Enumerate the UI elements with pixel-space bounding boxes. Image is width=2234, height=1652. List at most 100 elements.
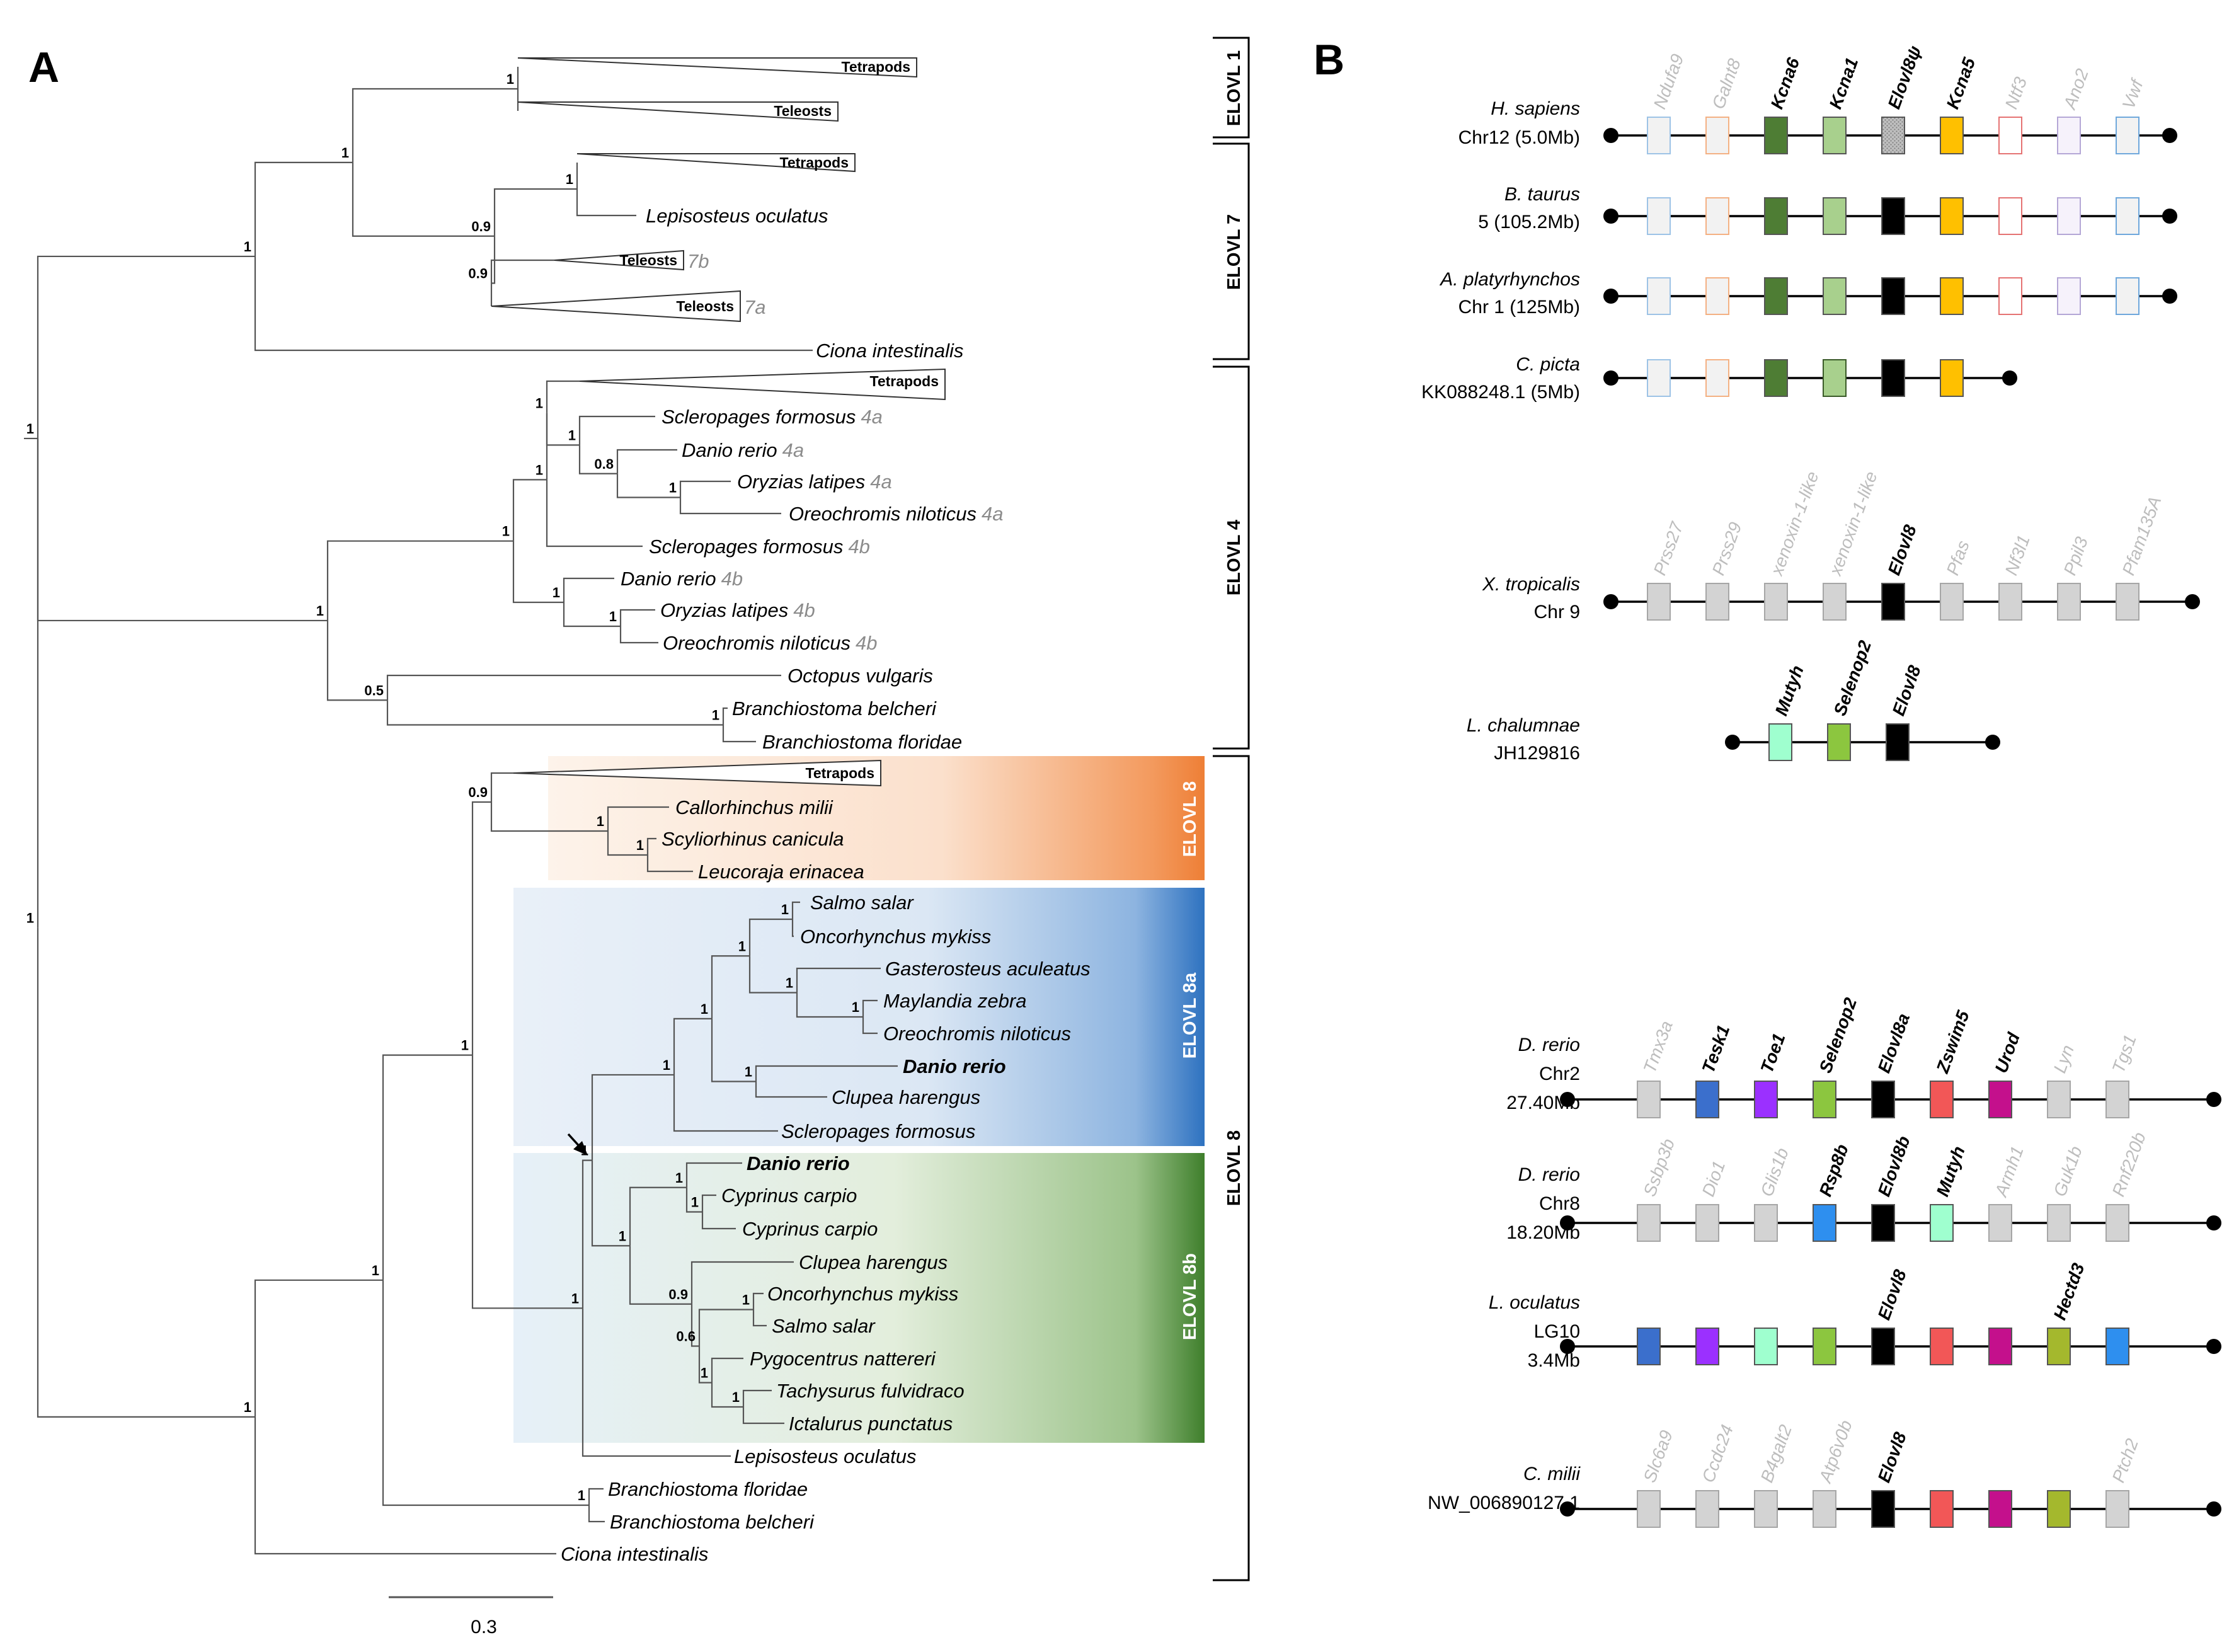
gene-box bbox=[1930, 1204, 1954, 1242]
elovl8-label: ELOVL 8 bbox=[1224, 1130, 1244, 1206]
support-value: 1 bbox=[502, 524, 510, 539]
branch bbox=[607, 806, 669, 831]
duplication-arrow-icon bbox=[567, 1133, 588, 1156]
chromosome-end-dot bbox=[1603, 289, 1618, 304]
support-value: 1 bbox=[745, 1064, 752, 1080]
tip-label: Clupea harengus bbox=[832, 1086, 980, 1108]
branch bbox=[607, 831, 648, 856]
branch bbox=[254, 256, 813, 352]
gene-label: Armh1 bbox=[1991, 1144, 2027, 1200]
gene-box bbox=[1754, 1490, 1778, 1528]
tip-label: Oreochromis niloticus 4a bbox=[789, 503, 1004, 525]
branch bbox=[711, 1357, 743, 1383]
branch bbox=[722, 707, 728, 725]
gene-box bbox=[1647, 583, 1671, 621]
branch bbox=[629, 1186, 687, 1246]
gene-box bbox=[1813, 1328, 1836, 1365]
gene-box bbox=[2047, 1081, 2071, 1118]
gene-box bbox=[1705, 117, 1729, 154]
support-value: 1 bbox=[701, 1001, 708, 1017]
gene-label: Slc6a9 bbox=[1640, 1428, 1676, 1485]
support-value: 1 bbox=[691, 1195, 699, 1210]
tip-label: Branchiostoma floridae bbox=[762, 731, 962, 753]
branch bbox=[722, 725, 756, 743]
tip-label: Danio rerio 4b bbox=[621, 568, 743, 590]
gene-box bbox=[1871, 1490, 1895, 1528]
branch bbox=[578, 415, 655, 445]
chromosome-end-dot bbox=[2002, 370, 2017, 386]
branch bbox=[748, 956, 797, 994]
chromosome-label: NW_006890127.1 bbox=[1428, 1493, 1580, 1513]
tip-label: Branchiostoma belcheri bbox=[610, 1511, 815, 1533]
support-values: 110.910.91110.811111110.5110.91111111111… bbox=[26, 71, 859, 1503]
species-label: D. rerio bbox=[1518, 1035, 1580, 1055]
gene-label: Dio1 bbox=[1698, 1158, 1729, 1199]
gene-box bbox=[2116, 583, 2139, 621]
branch bbox=[619, 609, 655, 626]
support-value: 0.5 bbox=[364, 682, 384, 698]
gene-label: Rsp8b bbox=[1816, 1142, 1852, 1199]
chromosome-end-dot bbox=[1560, 1501, 1575, 1517]
collapsed-clade-label: Teleosts bbox=[676, 298, 734, 314]
gene-box bbox=[1998, 583, 2022, 621]
support-value: 1 bbox=[636, 837, 644, 853]
branch bbox=[382, 1280, 589, 1506]
gene-box bbox=[2105, 1081, 2129, 1118]
branch bbox=[619, 626, 658, 644]
branch bbox=[748, 918, 793, 956]
synteny-row: H. sapiens Chr12 (5.0Mb) Ndufa9 Galnt8 Kcna6… bbox=[1458, 43, 2177, 154]
gene-box bbox=[1871, 1081, 1895, 1118]
collapsed-clade-label: Tetrapods bbox=[842, 59, 910, 75]
gene-box bbox=[1705, 197, 1729, 235]
support-value: 1 bbox=[536, 396, 543, 411]
tip-label: Branchiostoma floridae bbox=[608, 1478, 808, 1500]
branch bbox=[352, 162, 495, 237]
gene-label: Selenop2 bbox=[1816, 995, 1861, 1076]
branch bbox=[254, 161, 353, 256]
gene-label: Pfas bbox=[1943, 538, 1973, 578]
gene-box bbox=[1705, 359, 1729, 397]
branch bbox=[685, 1187, 702, 1213]
branch bbox=[512, 479, 547, 541]
branch bbox=[752, 1309, 767, 1327]
gene-box bbox=[2105, 1328, 2129, 1365]
gene-box bbox=[1637, 1328, 1661, 1365]
paralog-suffix: 7b bbox=[687, 250, 709, 272]
gene-label: Urod bbox=[1991, 1030, 2024, 1076]
gene-box bbox=[1764, 359, 1788, 397]
support-value: 1 bbox=[732, 1389, 740, 1405]
gene-box bbox=[2057, 117, 2081, 154]
chromosome-label: KK088248.1 (5Mb) bbox=[1421, 382, 1580, 403]
synteny-row: C. milii NW_006890127.1 Slc6a9 Ccdc24 B4galt… bbox=[1428, 1418, 2221, 1528]
tip-label: Tachysurus fulvidraco bbox=[776, 1380, 965, 1402]
support-value: 1 bbox=[461, 1038, 469, 1053]
gene-label: Vwf bbox=[2119, 76, 2148, 112]
gene-label: Prss29 bbox=[1709, 520, 1746, 578]
support-value: 0.8 bbox=[594, 456, 614, 472]
gene-label: Kcna1 bbox=[1826, 55, 1862, 112]
chromosome-position-label: 3.4Mb bbox=[1528, 1350, 1580, 1371]
support-value: 0.9 bbox=[468, 784, 488, 800]
gene-label: Galnt8 bbox=[1709, 56, 1744, 112]
gene-label: Mutyh bbox=[1933, 1144, 1969, 1199]
support-value: 1 bbox=[244, 239, 251, 255]
branch bbox=[742, 1407, 784, 1425]
synteny-row: C. picta KK088248.1 (5Mb) bbox=[1421, 354, 2017, 403]
gene-label: Tmx3a bbox=[1640, 1018, 1676, 1076]
support-value: 1 bbox=[341, 145, 349, 161]
tip-label: Scleropages formosus 4b bbox=[649, 536, 870, 558]
gene-box bbox=[1754, 1328, 1778, 1365]
branch bbox=[755, 1065, 898, 1082]
branch bbox=[386, 700, 723, 726]
branch bbox=[698, 1309, 753, 1346]
gene-label: Ssbp3b bbox=[1640, 1136, 1679, 1199]
gene-box bbox=[2047, 1490, 2071, 1528]
collapsed-clade-label: Teleosts bbox=[774, 103, 832, 119]
chromosome-end-dot bbox=[2162, 209, 2177, 224]
gene-box bbox=[1988, 1328, 2012, 1365]
branch bbox=[711, 1382, 743, 1408]
branch bbox=[711, 955, 750, 1019]
support-value: 1 bbox=[26, 910, 34, 926]
branch bbox=[752, 1292, 764, 1310]
